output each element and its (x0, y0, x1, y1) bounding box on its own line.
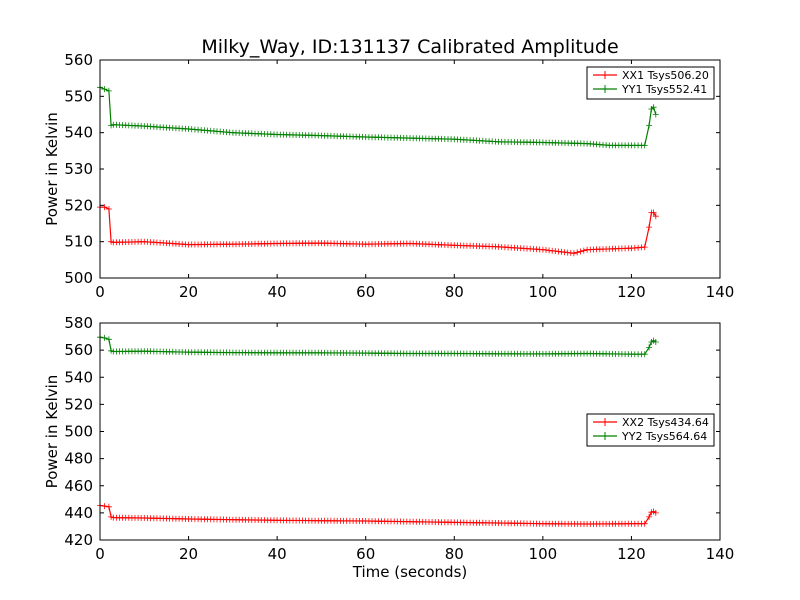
data-point (641, 142, 648, 149)
x-tick-label: 0 (95, 545, 105, 563)
y-axis-label: Power in Kelvin (43, 375, 61, 489)
x-tick-label: 140 (706, 283, 735, 301)
data-point (105, 336, 112, 343)
y-tick-label: 420 (64, 531, 93, 549)
x-tick-label: 80 (445, 283, 464, 301)
legend-entry: YY1 Tsys552.41 (621, 83, 707, 96)
y-tick-label: 560 (64, 51, 93, 69)
y-axis-label: Power in Kelvin (43, 112, 61, 226)
y-tick-label: 550 (64, 87, 93, 105)
data-point (646, 224, 653, 231)
x-tick-label: 40 (268, 545, 287, 563)
bottom-panel: 0 20 40 60 80 100 120 140 420 440 460 480 500 520 540 5… (43, 314, 734, 563)
chart-title: Milky_Way, ID:131137 Calibrated Amplitud… (201, 36, 618, 58)
data-point (574, 249, 581, 256)
data-point (577, 248, 584, 255)
y-tick-label: 530 (64, 160, 93, 178)
series-line-1 (100, 206, 657, 254)
x-tick-label: 100 (529, 283, 558, 301)
data-point (646, 344, 653, 351)
y-axis-ticks: 420 440 460 480 500 520 540 560 580 (64, 314, 720, 549)
x-tick-label: 120 (617, 545, 646, 563)
data-point (652, 509, 659, 516)
legend-entry: XX1 Tsys506.20 (622, 69, 709, 82)
data-point (567, 249, 574, 256)
data-point (641, 351, 648, 358)
data-point (101, 334, 108, 341)
y-tick-label: 500 (64, 423, 93, 441)
x-tick-label: 40 (268, 283, 287, 301)
series-markers-1 (97, 502, 659, 527)
data-point (101, 204, 108, 211)
y-tick-label: 460 (64, 477, 93, 495)
legend-marker (601, 71, 609, 79)
data-point (580, 247, 587, 254)
x-tick-label: 60 (356, 545, 375, 563)
data-point (105, 87, 112, 94)
y-axis-ticks: 500 510 520 530 540 550 560 (64, 51, 720, 287)
legend-marker (601, 85, 609, 93)
series-markers-2 (97, 334, 659, 358)
data-point (570, 250, 577, 257)
y-tick-label: 500 (64, 269, 93, 287)
data-point (561, 249, 568, 256)
data-point (646, 513, 653, 520)
data-point (652, 213, 659, 220)
y-tick-label: 480 (64, 450, 93, 468)
legend-marker (601, 418, 609, 426)
legend-entry: XX2 Tsys434.64 (622, 416, 709, 429)
data-point (650, 209, 657, 216)
y-tick-label: 520 (64, 395, 93, 413)
x-tick-label: 140 (706, 545, 735, 563)
series-markers-2 (97, 84, 659, 149)
x-axis-ticks: 0 20 40 60 80 100 120 140 (95, 323, 734, 563)
data-point (646, 122, 653, 129)
x-axis-ticks: 0 20 40 60 80 100 120 140 (95, 60, 734, 301)
data-point (652, 111, 659, 118)
data-point (101, 86, 108, 93)
x-tick-label: 80 (445, 545, 464, 563)
data-point (105, 206, 112, 212)
data-point (641, 520, 648, 527)
x-tick-label: 20 (179, 545, 198, 563)
legend-box (586, 66, 715, 100)
plot-area (97, 334, 659, 527)
legend-marker (601, 432, 609, 440)
y-tick-label: 520 (64, 196, 93, 214)
x-axis-label: Time (seconds) (352, 563, 468, 581)
y-tick-label: 540 (64, 368, 93, 386)
y-tick-label: 440 (64, 504, 93, 522)
data-point (641, 244, 648, 251)
plot-area (97, 84, 659, 257)
y-tick-label: 510 (64, 233, 93, 251)
y-tick-label: 580 (64, 314, 93, 332)
x-tick-label: 120 (617, 283, 646, 301)
legend-box (586, 413, 715, 447)
series-line-2 (99, 86, 657, 146)
data-point (101, 503, 108, 510)
y-tick-label: 540 (64, 124, 93, 142)
y-tick-label: 560 (64, 341, 93, 359)
data-point (652, 339, 659, 345)
top-panel: 0 20 40 60 80 100 120 140 500 510 520 530 540 550 560 P… (43, 51, 734, 301)
series-markers-1 (97, 204, 659, 257)
data-point (105, 503, 112, 510)
x-tick-label: 0 (95, 283, 105, 301)
data-point (650, 104, 657, 111)
x-tick-label: 100 (529, 545, 558, 563)
legend-entry: YY2 Tsys564.64 (621, 430, 707, 443)
x-tick-label: 60 (356, 283, 375, 301)
x-tick-label: 20 (179, 283, 198, 301)
data-point (546, 247, 553, 254)
